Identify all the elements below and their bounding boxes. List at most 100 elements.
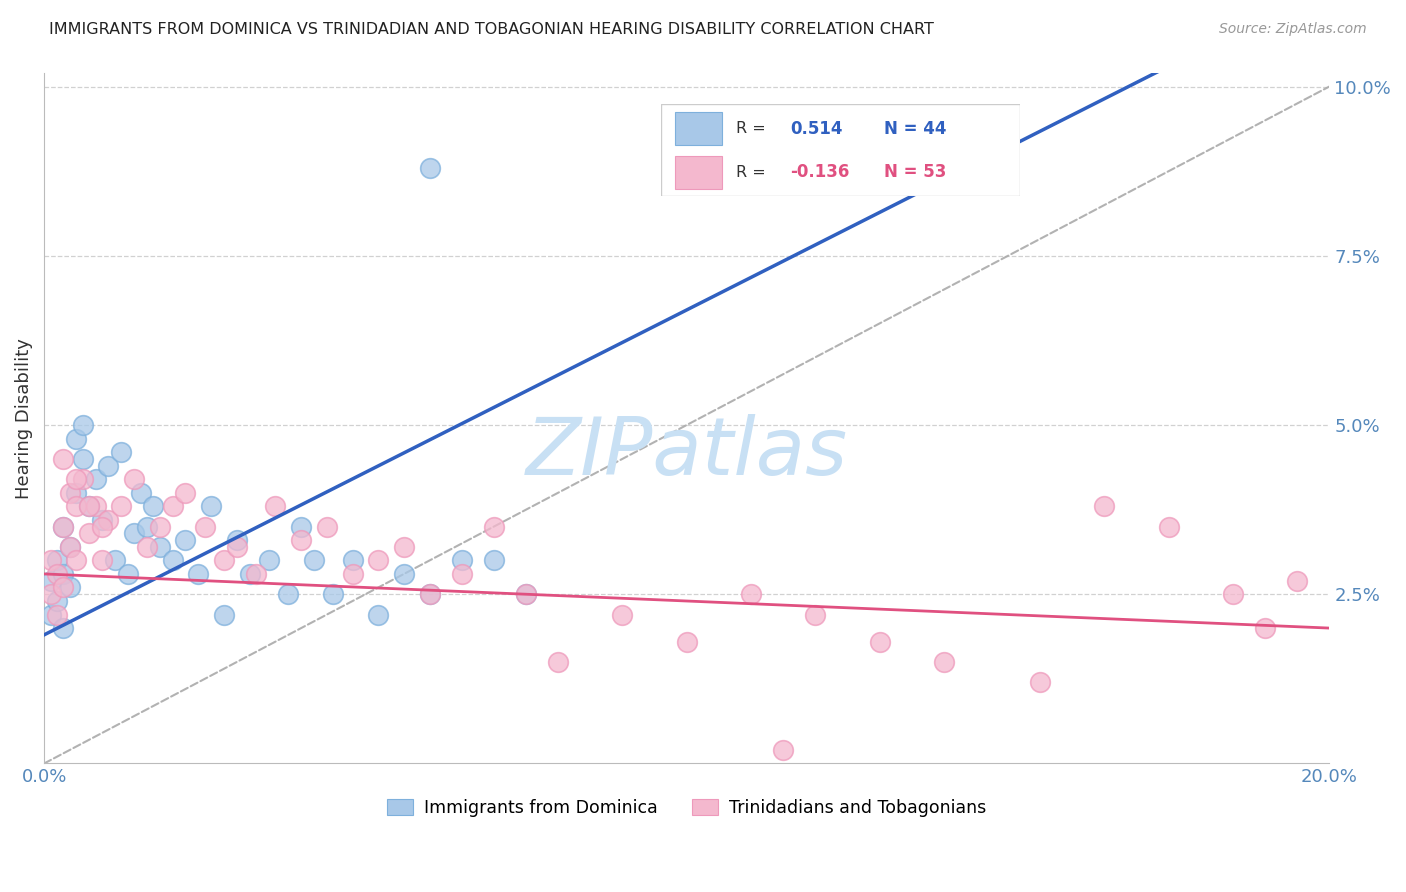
Point bbox=[72, 451, 94, 466]
Point bbox=[104, 553, 127, 567]
Point bbox=[52, 519, 75, 533]
Point bbox=[450, 553, 472, 567]
Text: 0.514: 0.514 bbox=[790, 120, 842, 137]
Point bbox=[315, 519, 337, 533]
Point bbox=[675, 634, 697, 648]
Point bbox=[772, 743, 794, 757]
Point bbox=[419, 161, 441, 175]
Point bbox=[612, 607, 634, 622]
Point bbox=[97, 513, 120, 527]
Point bbox=[804, 607, 827, 622]
Point bbox=[419, 587, 441, 601]
Point bbox=[91, 553, 114, 567]
Point bbox=[257, 553, 280, 567]
Text: N = 44: N = 44 bbox=[883, 120, 946, 137]
Point bbox=[162, 500, 184, 514]
Point bbox=[342, 553, 364, 567]
Point bbox=[142, 500, 165, 514]
Text: Source: ZipAtlas.com: Source: ZipAtlas.com bbox=[1219, 22, 1367, 37]
Point bbox=[110, 500, 132, 514]
Point bbox=[932, 655, 955, 669]
Point bbox=[136, 540, 159, 554]
Point bbox=[740, 587, 762, 601]
Point bbox=[122, 472, 145, 486]
Point bbox=[200, 500, 222, 514]
Point bbox=[149, 519, 172, 533]
Point bbox=[39, 587, 62, 601]
Point bbox=[59, 540, 82, 554]
Point bbox=[110, 445, 132, 459]
Point bbox=[174, 485, 197, 500]
Point bbox=[1029, 675, 1052, 690]
Point bbox=[482, 553, 505, 567]
Point bbox=[77, 500, 100, 514]
Point bbox=[129, 485, 152, 500]
Point bbox=[65, 472, 87, 486]
Point bbox=[322, 587, 344, 601]
Text: -0.136: -0.136 bbox=[790, 163, 849, 181]
Point bbox=[367, 553, 389, 567]
Point bbox=[515, 587, 537, 601]
Point bbox=[52, 581, 75, 595]
Point bbox=[162, 553, 184, 567]
Point bbox=[1222, 587, 1244, 601]
Point bbox=[1157, 519, 1180, 533]
Point bbox=[194, 519, 217, 533]
Point bbox=[117, 566, 139, 581]
Point bbox=[869, 634, 891, 648]
FancyBboxPatch shape bbox=[675, 155, 721, 189]
Point bbox=[225, 533, 247, 547]
Point bbox=[187, 566, 209, 581]
Point bbox=[65, 432, 87, 446]
Point bbox=[149, 540, 172, 554]
Point bbox=[65, 485, 87, 500]
Point bbox=[482, 519, 505, 533]
Point bbox=[212, 553, 235, 567]
Point bbox=[1254, 621, 1277, 635]
FancyBboxPatch shape bbox=[661, 103, 1021, 196]
Point bbox=[450, 566, 472, 581]
Point bbox=[302, 553, 325, 567]
Point bbox=[91, 513, 114, 527]
Point bbox=[65, 553, 87, 567]
Point bbox=[290, 533, 312, 547]
Point bbox=[46, 566, 69, 581]
Point bbox=[46, 607, 69, 622]
Point bbox=[136, 519, 159, 533]
Point bbox=[84, 472, 107, 486]
Point bbox=[84, 500, 107, 514]
Point bbox=[239, 566, 262, 581]
Point bbox=[392, 566, 415, 581]
Point bbox=[52, 519, 75, 533]
FancyBboxPatch shape bbox=[675, 112, 721, 145]
Point bbox=[342, 566, 364, 581]
Point bbox=[547, 655, 569, 669]
Point bbox=[245, 566, 267, 581]
Text: R =: R = bbox=[737, 121, 766, 136]
Text: R =: R = bbox=[737, 165, 766, 179]
Point bbox=[225, 540, 247, 554]
Point bbox=[46, 553, 69, 567]
Point bbox=[515, 587, 537, 601]
Point bbox=[367, 607, 389, 622]
Point bbox=[39, 574, 62, 588]
Point bbox=[65, 500, 87, 514]
Point bbox=[122, 526, 145, 541]
Point bbox=[392, 540, 415, 554]
Point bbox=[97, 458, 120, 473]
Point bbox=[39, 553, 62, 567]
Point bbox=[46, 594, 69, 608]
Point bbox=[212, 607, 235, 622]
Point bbox=[264, 500, 287, 514]
Text: N = 53: N = 53 bbox=[883, 163, 946, 181]
Point bbox=[52, 566, 75, 581]
Point bbox=[52, 451, 75, 466]
Legend: Immigrants from Dominica, Trinidadians and Tobagonians: Immigrants from Dominica, Trinidadians a… bbox=[381, 792, 993, 824]
Point bbox=[59, 581, 82, 595]
Point bbox=[72, 472, 94, 486]
Point bbox=[1094, 500, 1116, 514]
Point bbox=[77, 500, 100, 514]
Text: IMMIGRANTS FROM DOMINICA VS TRINIDADIAN AND TOBAGONIAN HEARING DISABILITY CORREL: IMMIGRANTS FROM DOMINICA VS TRINIDADIAN … bbox=[49, 22, 934, 37]
Point bbox=[419, 587, 441, 601]
Point bbox=[59, 485, 82, 500]
